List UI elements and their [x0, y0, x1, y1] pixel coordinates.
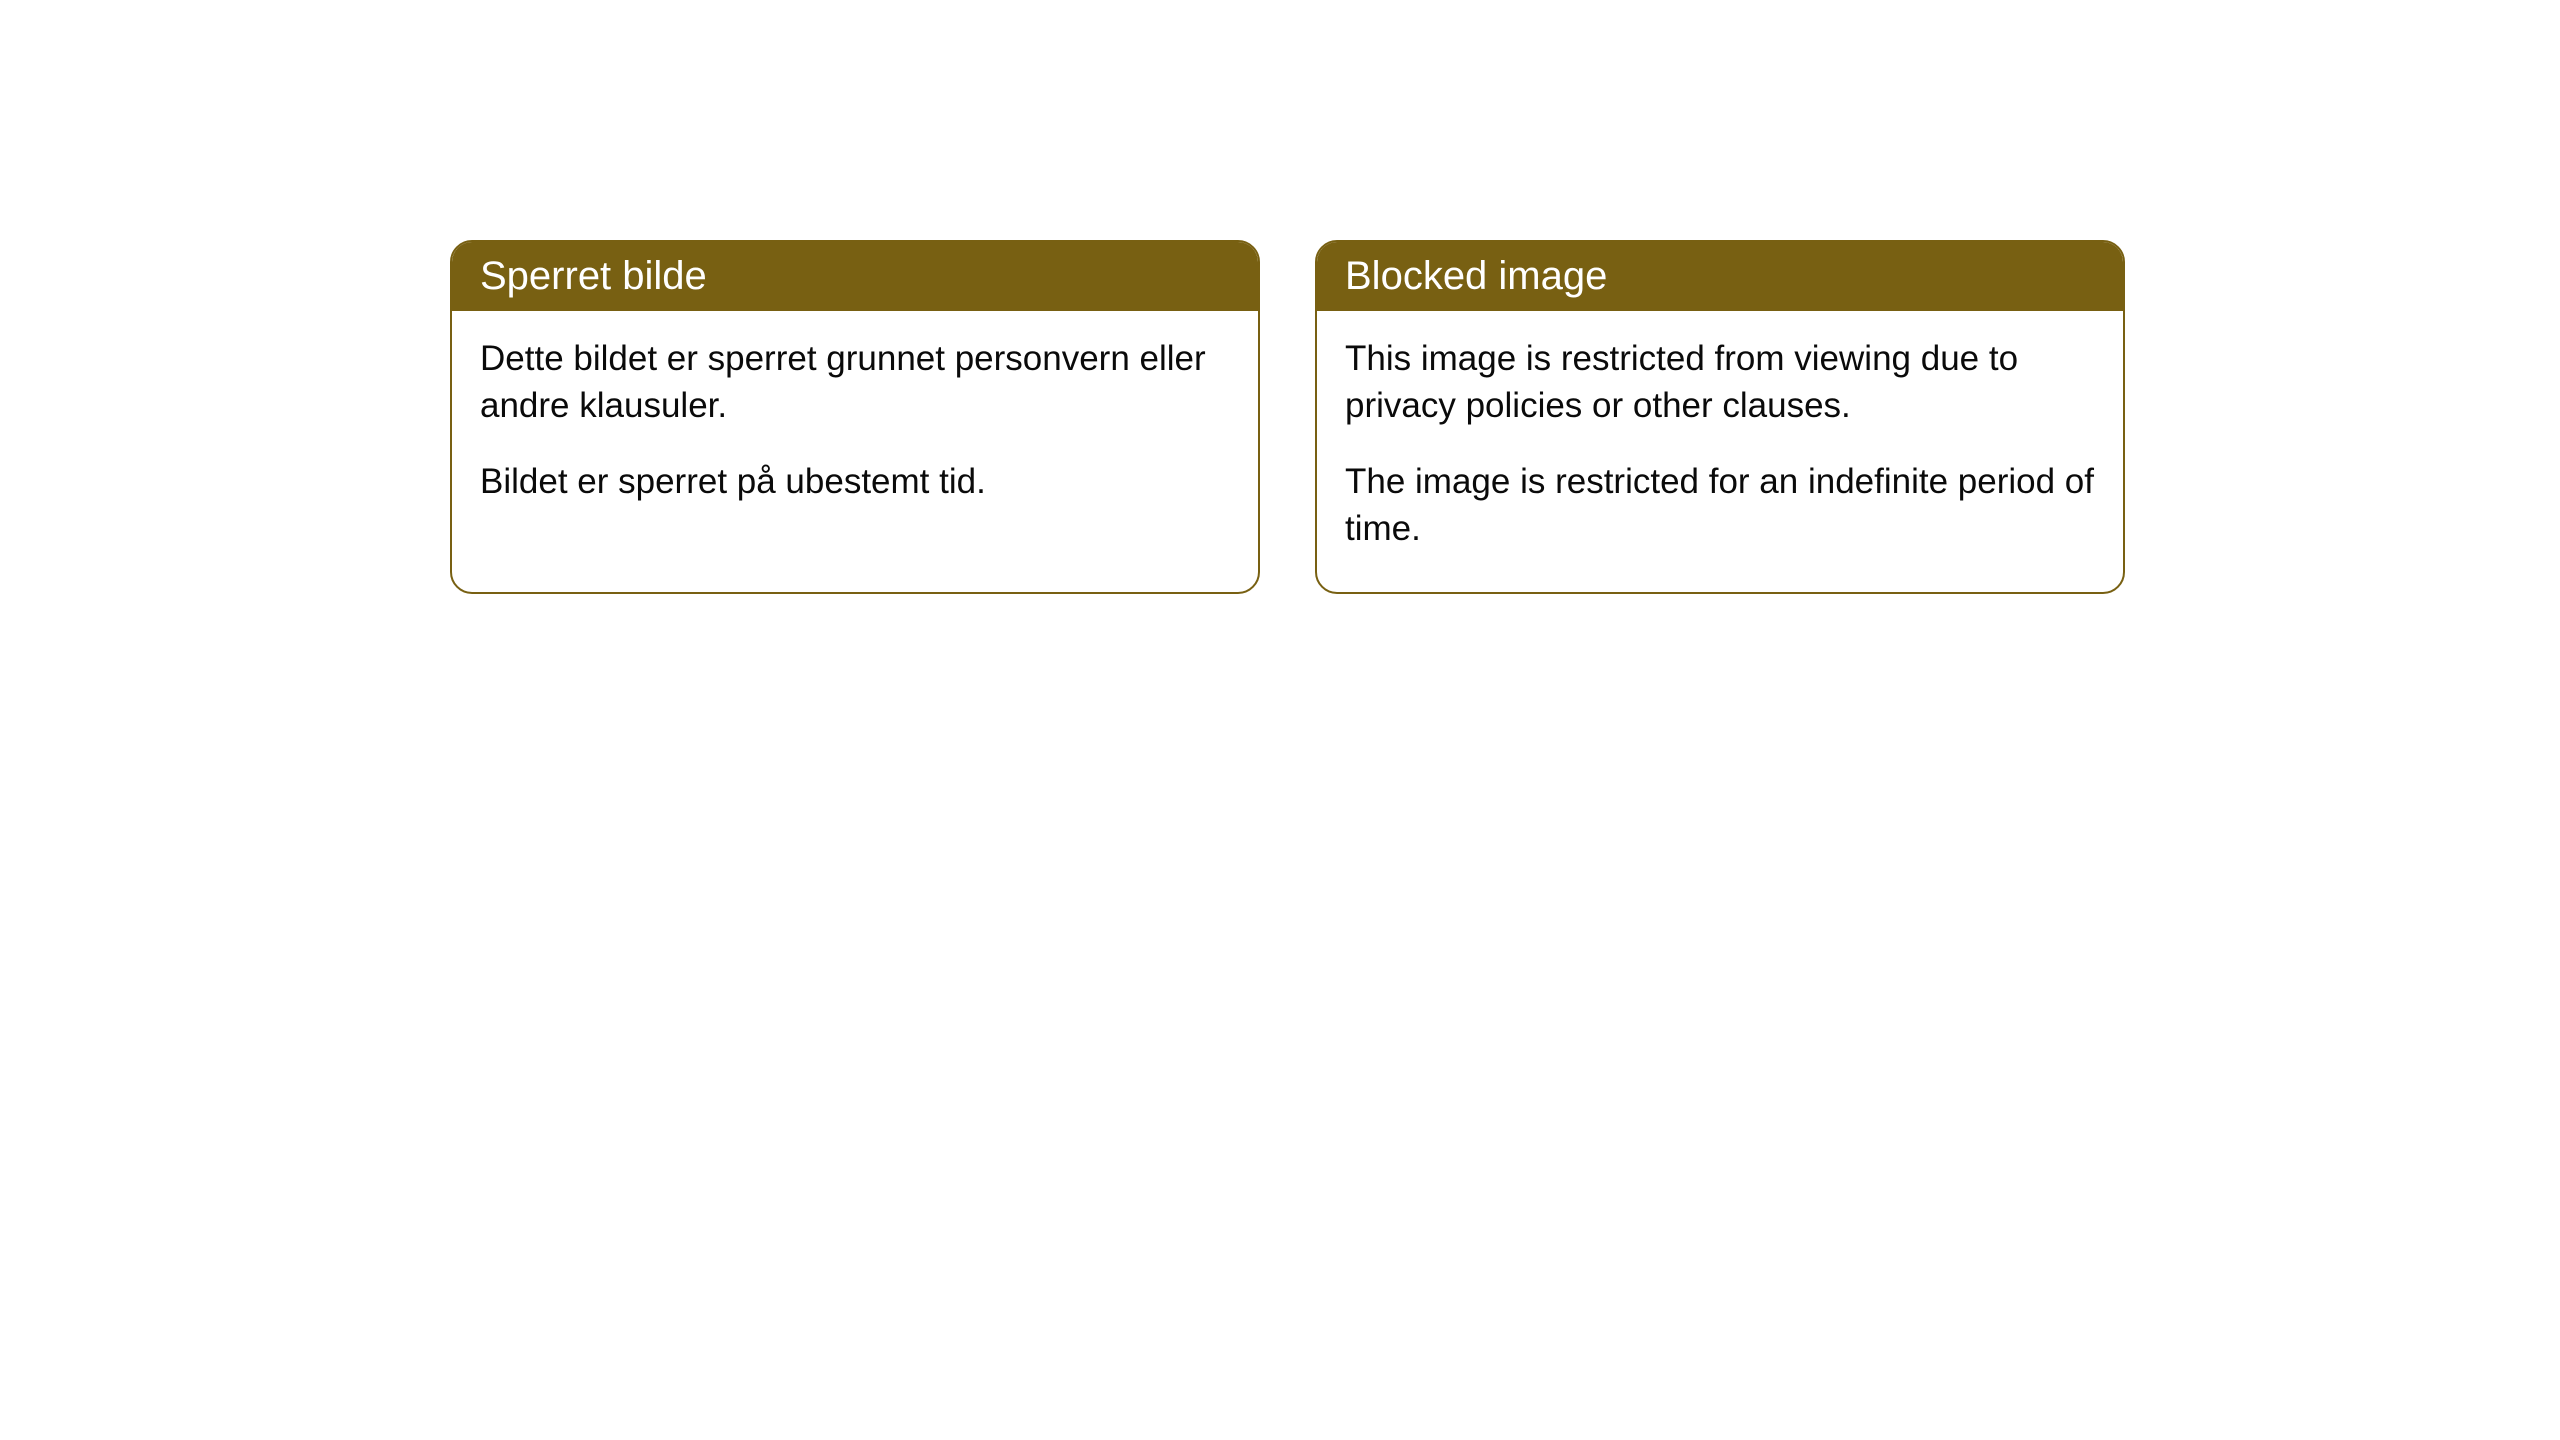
card-header-en: Blocked image [1317, 242, 2123, 311]
card-paragraph-en-1: This image is restricted from viewing du… [1345, 335, 2095, 430]
card-body-no: Dette bildet er sperret grunnet personve… [452, 311, 1258, 545]
card-title-en: Blocked image [1345, 254, 1607, 298]
card-paragraph-no-1: Dette bildet er sperret grunnet personve… [480, 335, 1230, 430]
card-body-en: This image is restricted from viewing du… [1317, 311, 2123, 592]
card-paragraph-en-2: The image is restricted for an indefinit… [1345, 458, 2095, 553]
blocked-image-card-en: Blocked image This image is restricted f… [1315, 240, 2125, 594]
blocked-image-card-no: Sperret bilde Dette bildet er sperret gr… [450, 240, 1260, 594]
card-header-no: Sperret bilde [452, 242, 1258, 311]
card-paragraph-no-2: Bildet er sperret på ubestemt tid. [480, 458, 1230, 505]
card-title-no: Sperret bilde [480, 254, 707, 298]
cards-container: Sperret bilde Dette bildet er sperret gr… [450, 240, 2125, 594]
